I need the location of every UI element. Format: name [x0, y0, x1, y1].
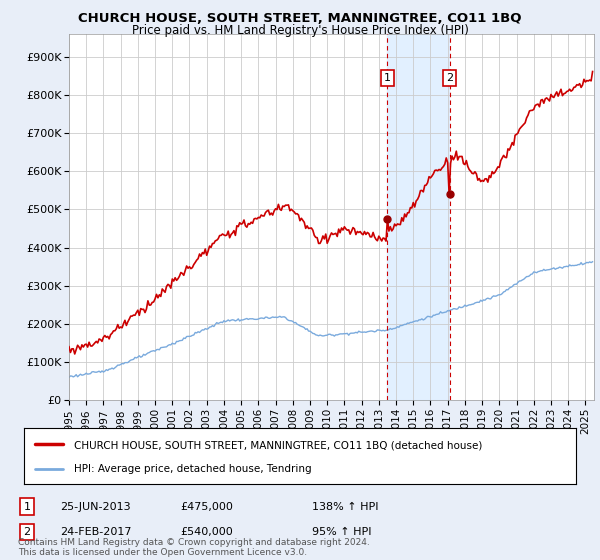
Text: 25-JUN-2013: 25-JUN-2013	[60, 502, 131, 512]
Text: CHURCH HOUSE, SOUTH STREET, MANNINGTREE, CO11 1BQ (detached house): CHURCH HOUSE, SOUTH STREET, MANNINGTREE,…	[74, 440, 482, 450]
Text: 2: 2	[446, 73, 454, 83]
Text: Contains HM Land Registry data © Crown copyright and database right 2024.
This d: Contains HM Land Registry data © Crown c…	[18, 538, 370, 557]
Text: £475,000: £475,000	[180, 502, 233, 512]
Text: Price paid vs. HM Land Registry's House Price Index (HPI): Price paid vs. HM Land Registry's House …	[131, 24, 469, 37]
Text: 1: 1	[384, 73, 391, 83]
Text: HPI: Average price, detached house, Tendring: HPI: Average price, detached house, Tend…	[74, 464, 311, 474]
Text: £540,000: £540,000	[180, 527, 233, 537]
Text: 24-FEB-2017: 24-FEB-2017	[60, 527, 131, 537]
Text: 2: 2	[23, 527, 31, 537]
Text: 1: 1	[23, 502, 31, 512]
Text: 138% ↑ HPI: 138% ↑ HPI	[312, 502, 379, 512]
Text: 95% ↑ HPI: 95% ↑ HPI	[312, 527, 371, 537]
Text: CHURCH HOUSE, SOUTH STREET, MANNINGTREE, CO11 1BQ: CHURCH HOUSE, SOUTH STREET, MANNINGTREE,…	[78, 12, 522, 25]
